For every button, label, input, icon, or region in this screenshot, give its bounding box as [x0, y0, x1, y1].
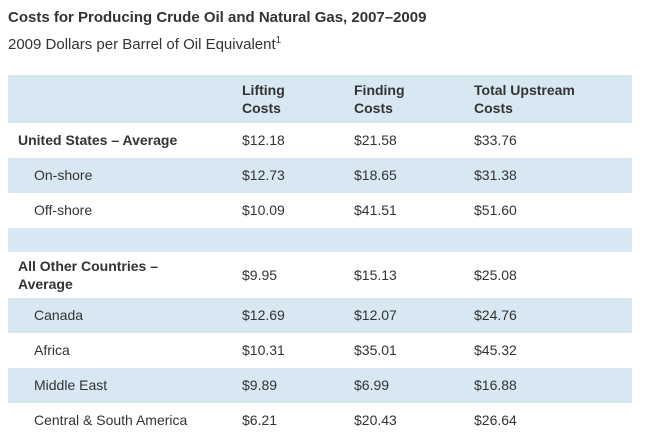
column-header-lifting-costs: Lifting Costs — [232, 74, 344, 123]
total-cost-cell: $26.64 — [474, 412, 517, 429]
finding-cost-cell: $21.58 — [354, 132, 397, 149]
total-cost-cell: $25.08 — [474, 266, 517, 283]
finding-cost-cell: $6.99 — [344, 367, 464, 403]
lifting-cost-cell: $6.21 — [242, 412, 278, 429]
lifting-cost-cell: $12.69 — [232, 297, 344, 333]
total-cost-cell: $31.38 — [464, 157, 632, 193]
table-row-central-south-america: Central & South America $6.21 $20.43 $26… — [8, 403, 632, 438]
total-cost-cell: $24.76 — [464, 297, 632, 333]
finding-cost-cell: $12.07 — [344, 297, 464, 333]
lifting-cost-cell: $9.89 — [232, 367, 344, 403]
row-label-cell: United States – Average — [18, 132, 178, 149]
row-label-cell: Central & South America — [34, 412, 188, 429]
row-label-cell: Canada — [8, 297, 232, 333]
total-cost-cell: $16.88 — [464, 367, 632, 403]
lifting-cost-cell: $10.09 — [242, 202, 285, 219]
column-header-empty — [8, 74, 232, 123]
total-cost-cell: $45.32 — [474, 342, 517, 359]
lifting-cost-cell: $9.95 — [242, 266, 278, 283]
row-label-cell: All Other Countries – Average — [18, 257, 159, 292]
row-label-cell: Africa — [34, 342, 70, 359]
table-spacer-row — [8, 227, 632, 252]
table-row-middle-east: Middle East $9.89 $6.99 $16.88 — [8, 367, 632, 403]
finding-cost-cell: $15.13 — [354, 266, 397, 283]
table-row-off-shore: Off-shore $10.09 $41.51 $51.60 — [8, 193, 632, 228]
spacer-cell — [8, 227, 632, 252]
lifting-cost-cell: $12.18 — [242, 132, 285, 149]
table-row-united-states-average: United States – Average $12.18 $21.58 $3… — [8, 123, 632, 158]
row-label-cell: Middle East — [8, 367, 232, 403]
lifting-cost-cell: $10.31 — [242, 342, 285, 359]
finding-cost-cell: $18.65 — [344, 157, 464, 193]
page-title: Costs for Producing Crude Oil and Natura… — [8, 9, 427, 26]
column-header-total-upstream-costs: Total Upstream Costs — [464, 74, 632, 123]
total-cost-cell: $51.60 — [474, 202, 517, 219]
row-label-cell: Off-shore — [34, 202, 93, 219]
page-subtitle: 2009 Dollars per Barrel of Oil Equivalen… — [8, 34, 654, 53]
table-row-canada: Canada $12.69 $12.07 $24.76 — [8, 297, 632, 333]
finding-cost-cell: $35.01 — [354, 342, 397, 359]
cost-table: Lifting Costs Finding Costs Total Upstre… — [8, 74, 632, 438]
subtitle-footnote-marker: 1 — [275, 34, 282, 46]
row-label-cell: On-shore — [8, 157, 232, 193]
table-row-on-shore: On-shore $12.73 $18.65 $31.38 — [8, 157, 632, 193]
finding-cost-cell: $41.51 — [354, 202, 397, 219]
finding-cost-cell: $20.43 — [354, 412, 397, 429]
table-header-row: Lifting Costs Finding Costs Total Upstre… — [8, 74, 632, 123]
total-cost-cell: $33.76 — [474, 132, 517, 149]
table-row-africa: Africa $10.31 $35.01 $45.32 — [8, 333, 632, 368]
column-header-finding-costs: Finding Costs — [344, 74, 464, 123]
subtitle-text: 2009 Dollars per Barrel of Oil Equivalen… — [8, 35, 276, 53]
lifting-cost-cell: $12.73 — [232, 157, 344, 193]
table-row-all-other-countries-average: All Other Countries – Average $9.95 $15.… — [8, 252, 632, 298]
